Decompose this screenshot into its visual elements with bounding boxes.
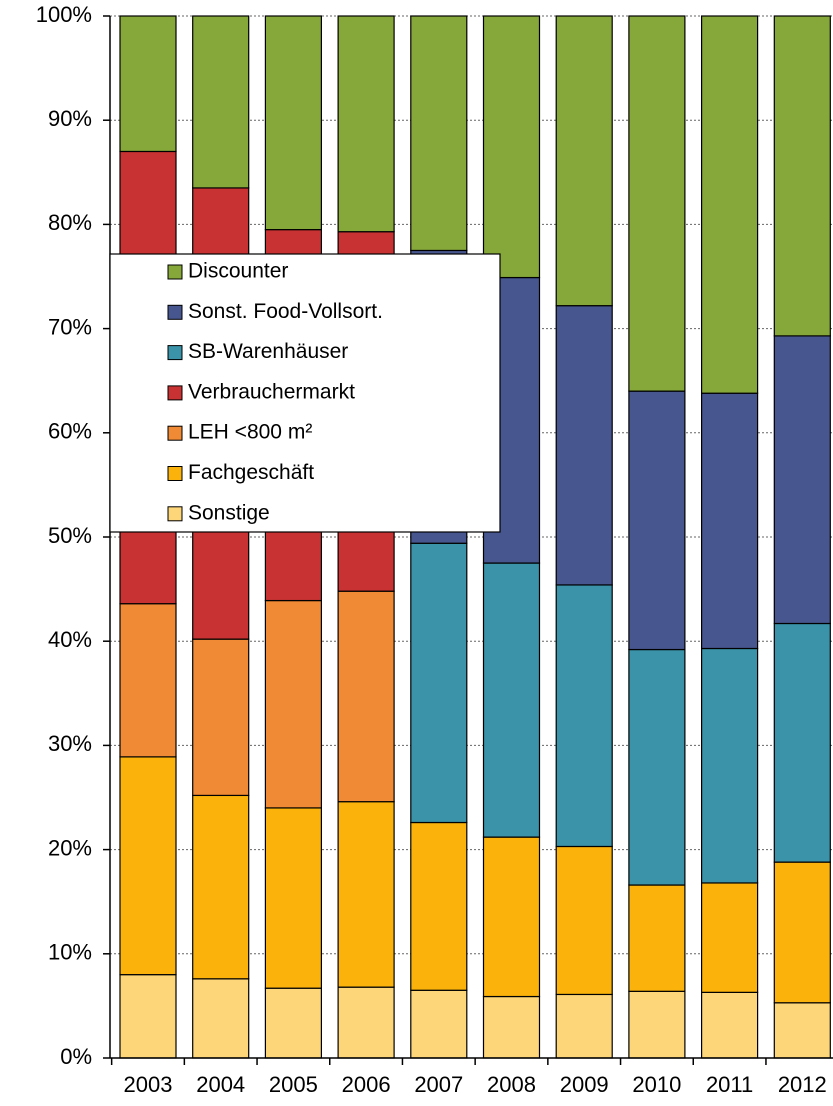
bar-segment bbox=[700, 882, 759, 993]
x-tick-label: 2008 bbox=[487, 1072, 536, 1097]
bar-segment bbox=[482, 995, 541, 1059]
bar-segment bbox=[482, 562, 541, 838]
x-tick-label: 2005 bbox=[269, 1072, 318, 1097]
bar-segment bbox=[628, 15, 686, 392]
y-tick-label: 70% bbox=[48, 314, 92, 339]
bar-segment bbox=[773, 1002, 831, 1059]
legend-label: SB-Warenhäuser bbox=[188, 340, 348, 363]
legend-swatch bbox=[167, 345, 183, 361]
bar-segment bbox=[555, 584, 613, 848]
x-tick-label: 2007 bbox=[414, 1072, 463, 1097]
bar-segment bbox=[773, 335, 831, 625]
bar-segment bbox=[700, 15, 759, 394]
bar-segment bbox=[555, 15, 613, 307]
bar-segment bbox=[628, 648, 686, 886]
bar-segment bbox=[628, 884, 686, 992]
bar-segment bbox=[264, 987, 322, 1059]
bar-segment bbox=[482, 836, 541, 998]
legend-label: Discounter bbox=[188, 260, 288, 283]
bar-segment bbox=[119, 15, 177, 153]
x-tick-label: 2011 bbox=[706, 1072, 753, 1097]
bar-segment bbox=[410, 989, 468, 1059]
legend-label: Fachgeschäft bbox=[188, 461, 314, 484]
legend-swatch bbox=[167, 304, 183, 320]
bar-segment bbox=[410, 542, 468, 824]
y-tick-label: 100% bbox=[36, 2, 92, 27]
y-tick-label: 30% bbox=[48, 731, 92, 756]
bar-segment bbox=[410, 821, 468, 991]
bar-segment bbox=[773, 861, 831, 1004]
bar-segment bbox=[192, 638, 250, 797]
legend-label: Verbrauchermarkt bbox=[188, 380, 355, 403]
bar-segment bbox=[119, 603, 177, 758]
y-tick-label: 10% bbox=[48, 940, 92, 965]
bar-segment bbox=[192, 15, 250, 189]
y-tick-label: 40% bbox=[48, 627, 92, 652]
y-tick-label: 50% bbox=[48, 523, 92, 548]
bar-segment bbox=[119, 974, 177, 1059]
bar-segment bbox=[410, 15, 468, 252]
bar-segment bbox=[555, 305, 613, 586]
y-tick-label: 80% bbox=[48, 210, 92, 235]
bar-segment bbox=[628, 390, 686, 651]
y-tick-label: 20% bbox=[48, 835, 92, 860]
x-tick-label: 2004 bbox=[196, 1072, 245, 1097]
bar-segment bbox=[482, 15, 541, 279]
bar-segment bbox=[337, 590, 395, 803]
bar-segment bbox=[119, 756, 177, 976]
legend-swatch bbox=[167, 466, 183, 481]
bar-segment bbox=[337, 15, 395, 233]
bar-segment bbox=[337, 986, 395, 1059]
bar-segment bbox=[192, 794, 250, 980]
bar-segment bbox=[192, 978, 250, 1059]
y-tick-label: 60% bbox=[48, 419, 92, 444]
bar-segment bbox=[264, 15, 322, 231]
x-tick-label: 2012 bbox=[778, 1072, 827, 1097]
bar-segment bbox=[773, 15, 831, 337]
legend-swatch bbox=[167, 264, 183, 280]
bar-segment bbox=[700, 392, 759, 650]
x-tick-label: 2006 bbox=[342, 1072, 391, 1097]
bar-segment bbox=[264, 807, 322, 989]
x-tick-label: 2003 bbox=[124, 1072, 173, 1097]
legend: Sonstige Fachgeschäft LEH <800 m² Verbrauch… bbox=[109, 253, 501, 533]
bar-segment bbox=[264, 599, 322, 809]
legend-swatch bbox=[167, 385, 183, 401]
legend-label: Sonstige bbox=[188, 501, 270, 524]
x-tick-label: 2010 bbox=[632, 1072, 681, 1097]
legend-swatch bbox=[167, 425, 183, 441]
bar-segment bbox=[555, 845, 613, 996]
y-tick-label: 0% bbox=[60, 1044, 92, 1069]
x-tick-label: 2009 bbox=[560, 1072, 609, 1097]
bar-segment bbox=[337, 801, 395, 988]
bar-segment bbox=[700, 991, 759, 1059]
legend-label: LEH <800 m² bbox=[188, 421, 312, 444]
legend-label: Sonst. Food-Vollsort. bbox=[188, 300, 383, 323]
y-tick-label: 90% bbox=[48, 106, 92, 131]
bar-segment bbox=[773, 622, 831, 863]
bar-segment bbox=[555, 993, 613, 1059]
bar-segment bbox=[700, 647, 759, 884]
legend-swatch bbox=[167, 506, 183, 522]
bar-segment bbox=[628, 990, 686, 1059]
